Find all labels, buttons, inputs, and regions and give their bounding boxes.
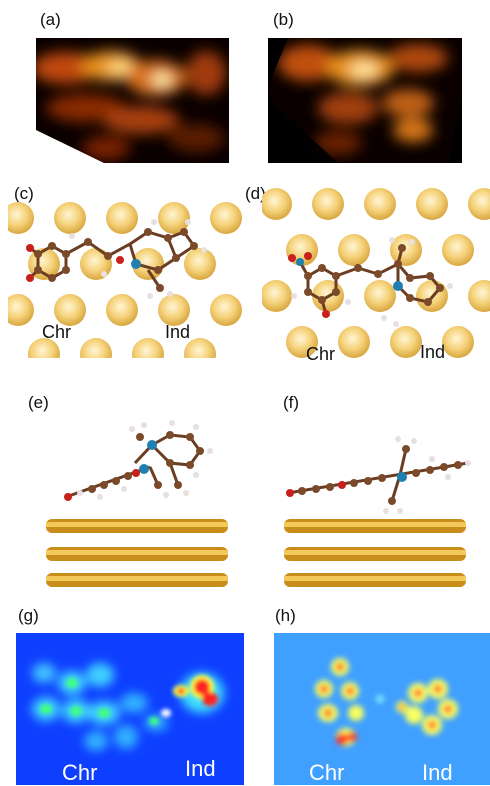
gold-surface-c: [8, 202, 242, 358]
panel-label-b: (b): [273, 10, 294, 29]
label-ind-g: Ind: [185, 756, 216, 781]
atoms-d: [288, 237, 453, 327]
label-chr-g: Chr: [62, 760, 98, 785]
stm-image-b: [268, 38, 462, 163]
label-ind-c: Ind: [165, 322, 191, 342]
panel-label-g: (g): [18, 606, 39, 625]
panel-label-d: (d): [245, 184, 266, 203]
atoms-e: [64, 420, 213, 501]
gold-layers-f: [284, 519, 466, 587]
model-top-view-c: [8, 198, 242, 358]
panel-label-e: (e): [28, 393, 49, 412]
atoms-c: [26, 219, 207, 299]
panel-label-h: (h): [275, 606, 296, 625]
model-side-view-f: [282, 405, 482, 590]
label-ind-d: Ind: [420, 342, 446, 362]
label-ind-h: Ind: [422, 760, 453, 785]
panel-label-f: (f): [283, 393, 300, 412]
model-top-view-d: [262, 186, 490, 366]
label-chr-d: Chr: [306, 344, 336, 364]
simulated-map-g: [16, 633, 244, 785]
panel-label-a: (a): [40, 10, 61, 29]
gold-layers-e: [46, 519, 228, 587]
model-side-view-e: [40, 405, 240, 590]
panel-label-c: (c): [14, 184, 34, 203]
label-chr-c: Chr: [42, 322, 72, 342]
stm-image-a: [36, 38, 229, 163]
molecule-f: [287, 448, 469, 502]
label-chr-h: Chr: [309, 760, 345, 785]
simulated-map-h: [274, 633, 490, 785]
atoms-f: [286, 436, 471, 514]
